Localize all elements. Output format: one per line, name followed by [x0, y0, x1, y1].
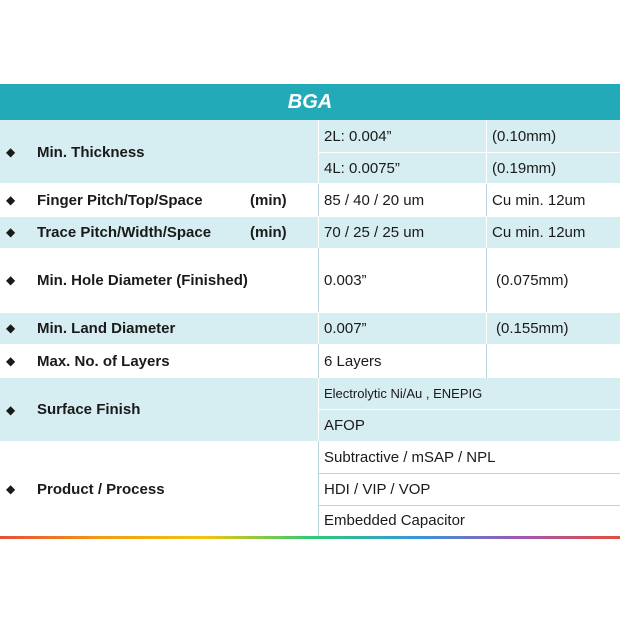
value-cell: 2L: 0.004” — [318, 120, 486, 152]
value-cell: Embedded Capacitor — [318, 505, 620, 536]
label-cell-land-diameter: ◆ Min. Land Diameter — [0, 312, 318, 344]
value-cell: 6 Layers — [318, 344, 486, 378]
grid-line — [486, 312, 487, 344]
grid-line — [318, 152, 620, 153]
row-label: Min. Land Diameter — [37, 319, 176, 337]
value-cell: 0.003” — [318, 248, 486, 312]
grid-line — [486, 216, 487, 248]
value-cell: (0.10mm) — [486, 120, 620, 152]
label-cell-trace-pitch: ◆ Trace Pitch/Width/Space (min) — [0, 216, 318, 248]
row-label: Trace Pitch/Width/Space — [37, 223, 212, 241]
grid-line — [486, 344, 487, 378]
value-cell: (0.075mm) — [486, 248, 620, 312]
grid-line — [318, 505, 620, 506]
table-title: BGA — [0, 84, 620, 120]
label-cell-hole-diameter: ◆ Min. Hole Diameter (Finished) — [0, 248, 318, 312]
grid-line — [318, 473, 620, 474]
row-label: Surface Finish — [37, 401, 141, 418]
bullet-icon: ◆ — [6, 193, 16, 207]
grid-line — [318, 409, 620, 410]
grid-line — [0, 312, 620, 313]
row-qualifier: (min) — [250, 191, 287, 209]
bullet-icon: ◆ — [6, 354, 16, 368]
label-cell-min-thickness: ◆ Min. Thickness — [0, 120, 318, 184]
bullet-icon: ◆ — [6, 402, 16, 417]
row-label: Product / Process — [37, 480, 165, 498]
label-cell-finger-pitch: ◆ Finger Pitch/Top/Space (min) — [0, 184, 318, 216]
grid-line — [318, 441, 319, 536]
label-cell-max-layers: ◆ Max. No. of Layers — [0, 344, 318, 378]
grid-line — [318, 344, 319, 378]
grid-line — [0, 183, 620, 184]
row-label: Finger Pitch/Top/Space — [37, 191, 203, 209]
label-cell-surface-finish: ◆ Surface Finish — [0, 378, 318, 441]
value-cell: (0.19mm) — [486, 152, 620, 184]
row-qualifier: (min) — [250, 223, 287, 241]
value-cell: 70 / 25 / 25 um — [318, 216, 486, 248]
value-cell: Cu min. 12um — [486, 216, 620, 248]
grid-line — [318, 184, 319, 216]
value-cell: Electrolytic Ni/Au , ENEPIG — [318, 378, 620, 409]
label-cell-product-process: ◆ Product / Process — [0, 441, 318, 537]
value-cell: Cu min. 12um — [486, 184, 620, 216]
value-cell: AFOP — [318, 409, 620, 441]
bullet-icon: ◆ — [6, 482, 16, 496]
value-cell: 4L: 0.0075” — [318, 152, 486, 184]
bullet-icon: ◆ — [6, 273, 16, 287]
bullet-icon: ◆ — [6, 225, 16, 239]
value-cell — [486, 344, 620, 378]
value-cell: (0.155mm) — [486, 312, 620, 344]
bottom-accent-bar — [0, 536, 620, 539]
grid-line — [318, 216, 319, 248]
bullet-icon: ◆ — [6, 321, 16, 335]
row-label: Max. No. of Layers — [37, 352, 170, 370]
grid-line — [318, 248, 319, 312]
bullet-icon: ◆ — [6, 145, 16, 159]
grid-line — [486, 248, 487, 312]
grid-line — [486, 184, 487, 216]
value-cell: HDI / VIP / VOP — [318, 473, 620, 505]
value-cell: 0.007” — [318, 312, 486, 344]
row-label: Min. Hole Diameter (Finished) — [37, 271, 248, 289]
row-label: Min. Thickness — [37, 143, 145, 161]
value-cell: Subtractive / mSAP / NPL — [318, 441, 620, 473]
grid-line — [318, 312, 319, 344]
grid-line — [0, 216, 620, 217]
value-cell: 85 / 40 / 20 um — [318, 184, 486, 216]
